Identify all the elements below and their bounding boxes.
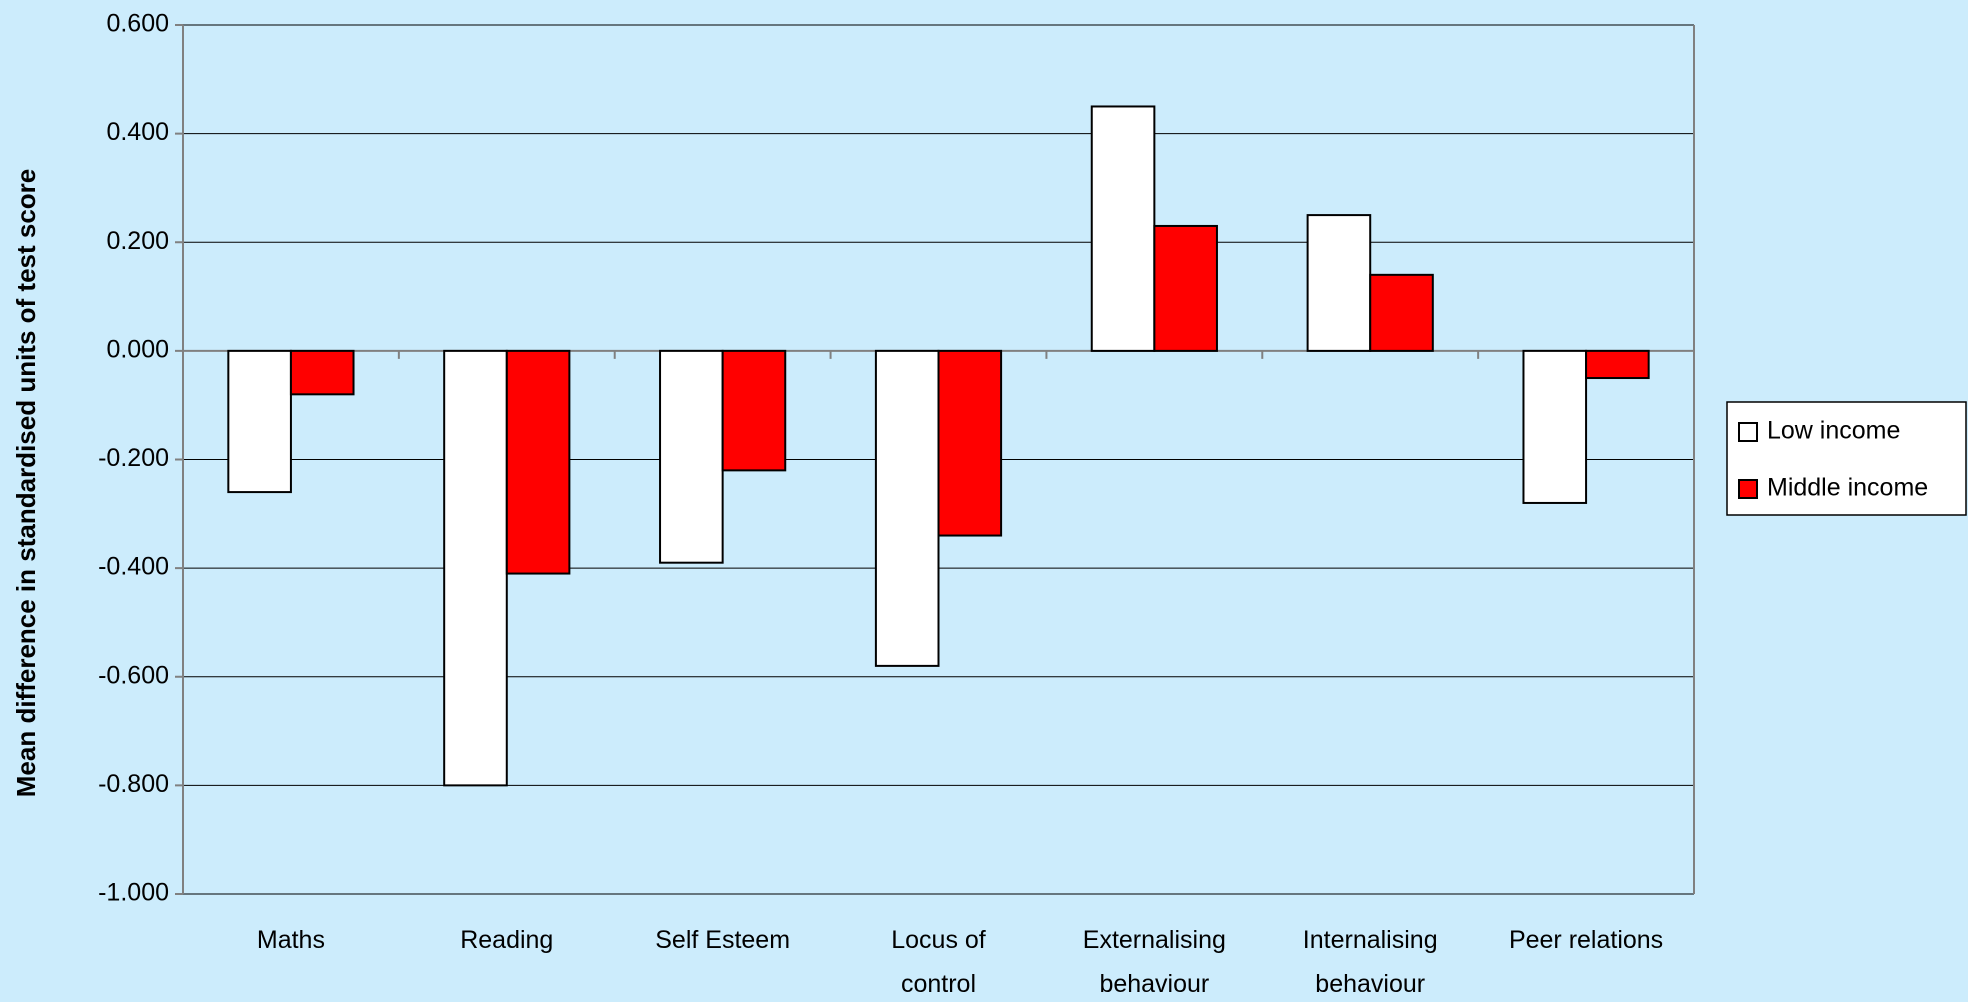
legend-marker (1738, 422, 1758, 442)
y-tick-label: -0.200 (98, 444, 169, 472)
y-tick-label: 0.200 (106, 227, 169, 255)
y-tick-label: 0.400 (106, 118, 169, 146)
bar (1153, 224, 1218, 352)
bar (721, 349, 787, 472)
legend-box (1726, 401, 1967, 516)
bar (937, 349, 1003, 537)
bar (659, 349, 724, 564)
x-tick-label: Internalising behaviour (1302, 926, 1438, 998)
x-tick-label: Self Esteem (655, 926, 791, 954)
y-tick-label: 0.000 (106, 335, 169, 363)
x-tick-label: Maths (256, 926, 325, 954)
y-tick-label: -0.600 (98, 661, 169, 689)
legend-label: Middle income (1767, 474, 1928, 502)
x-tick-label: Locus of control (891, 926, 986, 998)
bar (505, 349, 571, 575)
bar (874, 349, 940, 667)
bar (289, 349, 355, 396)
bar (1522, 349, 1588, 504)
x-tick-label: Peer relations (1508, 926, 1664, 954)
bar (1306, 214, 1372, 352)
y-tick-label: -0.400 (98, 553, 169, 581)
legend-label: Low income (1767, 417, 1900, 445)
bar (443, 349, 508, 787)
y-tick-label: -1.000 (98, 879, 169, 907)
bar (1369, 273, 1434, 352)
bar (1090, 105, 1156, 352)
y-tick-label: -0.800 (98, 770, 169, 798)
bar (1585, 349, 1650, 380)
x-tick-label: Externalising behaviour (1082, 926, 1226, 998)
bar (227, 349, 292, 494)
x-tick-label: Reading (460, 926, 554, 954)
legend-marker (1738, 479, 1758, 499)
y-tick-label: 0.600 (106, 10, 169, 38)
y-axis-label: Mean difference in standardised units of… (11, 169, 41, 797)
